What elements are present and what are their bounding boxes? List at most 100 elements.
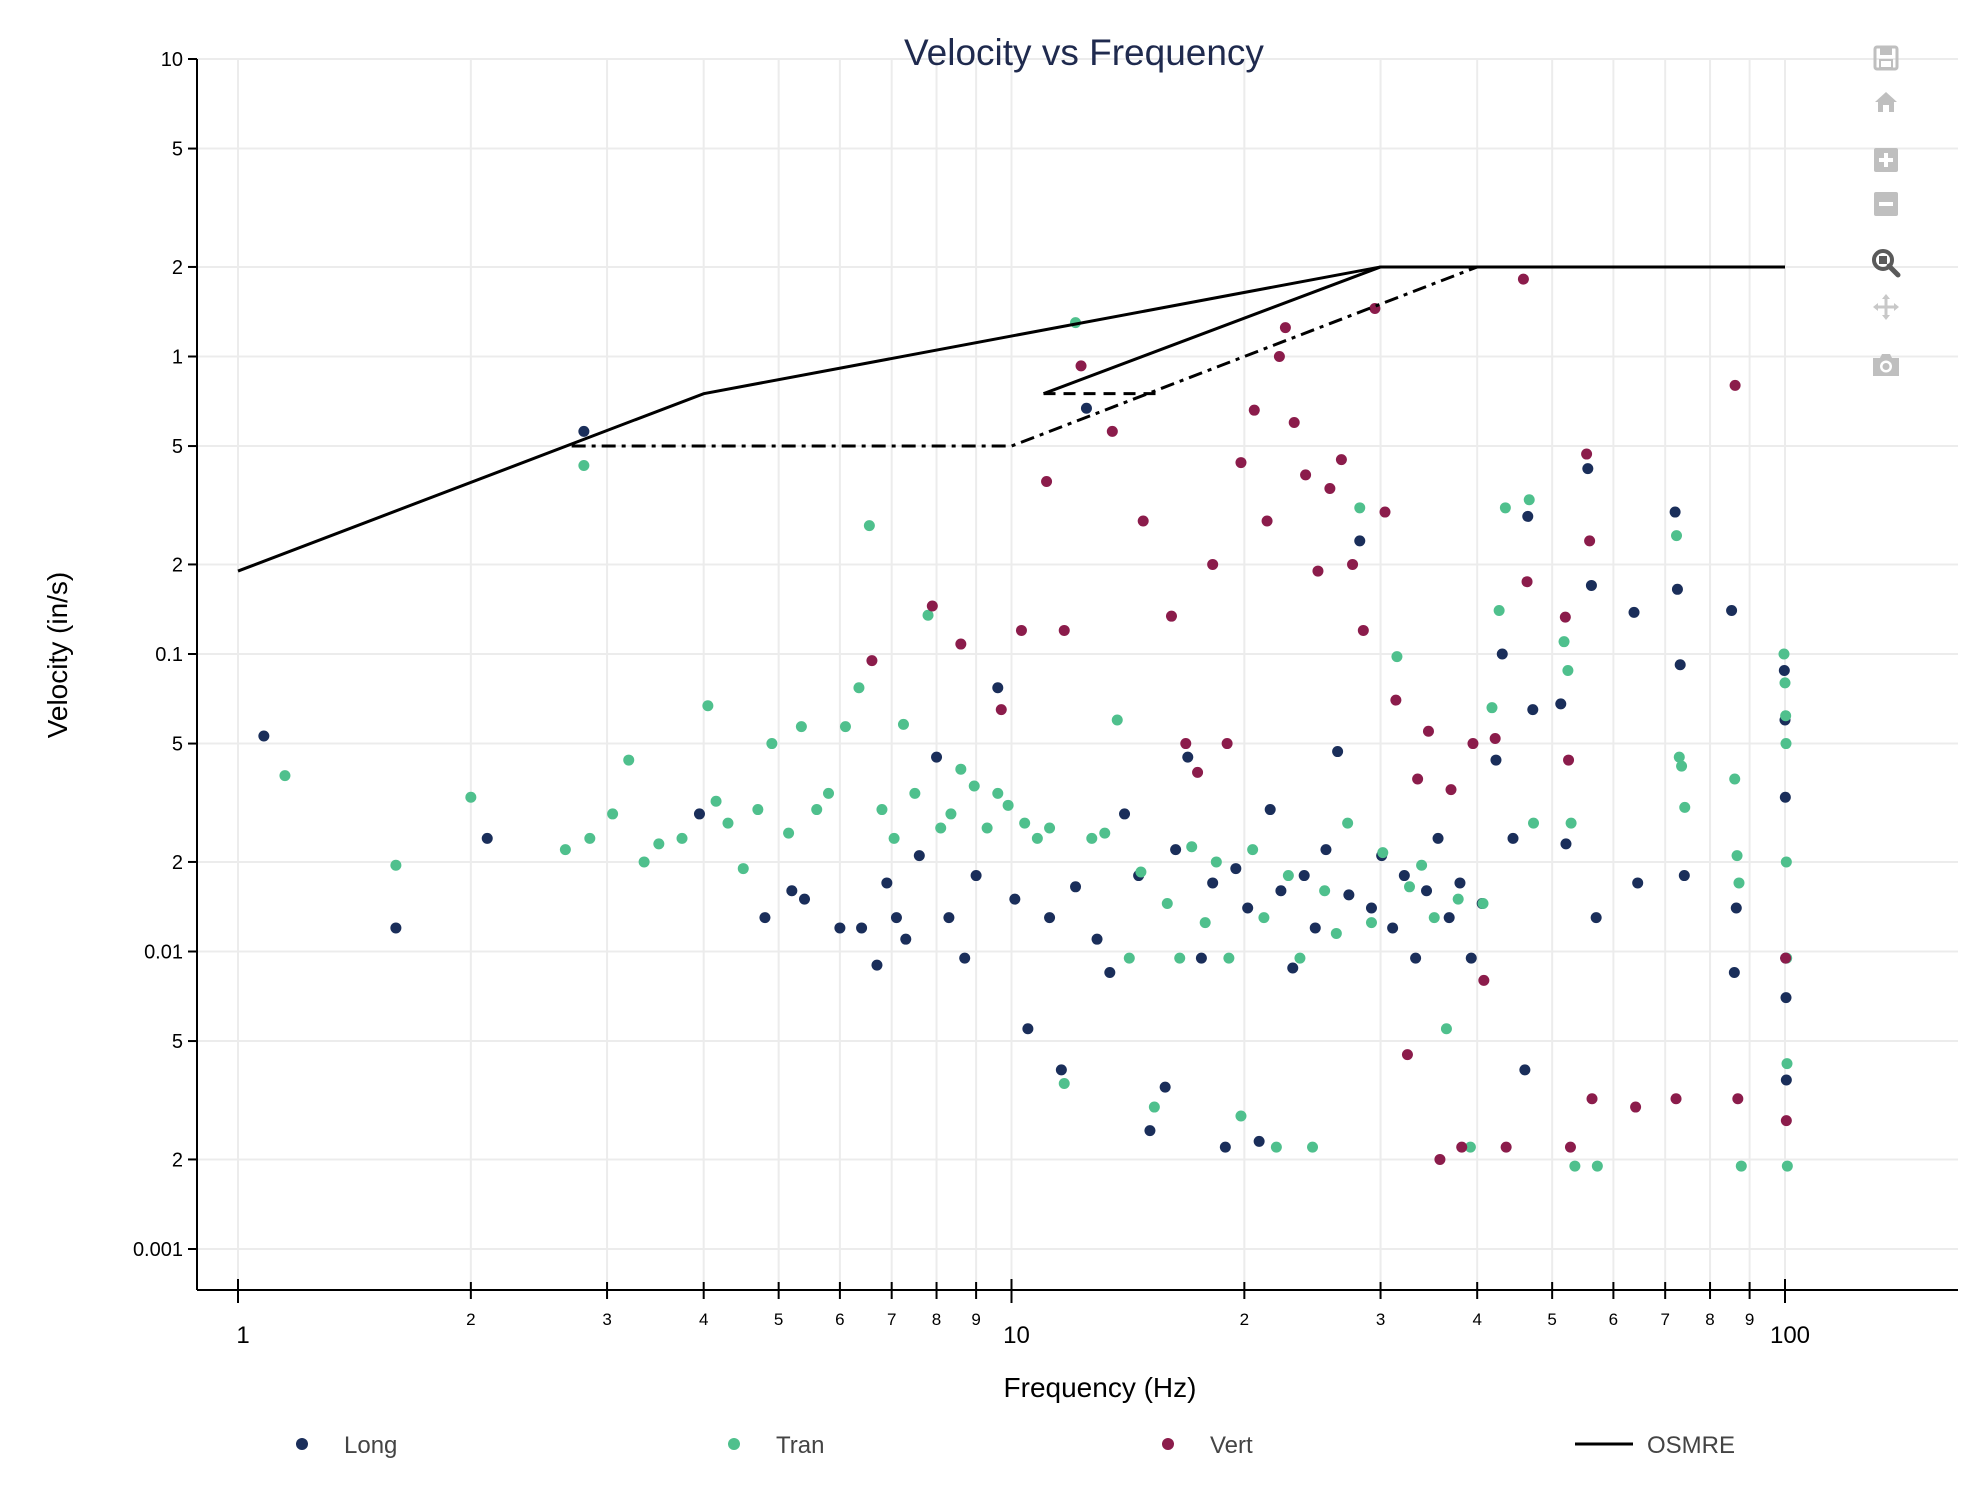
x-tick-label: 10 bbox=[1003, 1322, 1030, 1349]
osmre-line bbox=[237, 265, 1785, 573]
zoom-out-icon[interactable] bbox=[1868, 186, 1904, 222]
data-point bbox=[1075, 360, 1087, 372]
data-point bbox=[1590, 912, 1602, 924]
legend-marker bbox=[1162, 1438, 1174, 1450]
data-point bbox=[1632, 877, 1644, 889]
pan-icon[interactable] bbox=[1868, 289, 1904, 325]
data-point bbox=[1379, 506, 1391, 518]
data-point bbox=[1729, 773, 1741, 785]
data-point bbox=[676, 832, 688, 844]
y-tick-label: 2 bbox=[172, 554, 183, 576]
x-tick-label: 4 bbox=[1472, 1310, 1481, 1329]
legend-label: Vert bbox=[1210, 1432, 1253, 1459]
data-point bbox=[1673, 751, 1685, 763]
data-point bbox=[1235, 457, 1247, 469]
data-point bbox=[811, 804, 823, 816]
data-point bbox=[1123, 952, 1135, 964]
legend-label: Tran bbox=[776, 1432, 824, 1459]
data-point bbox=[1106, 425, 1118, 437]
data-points bbox=[258, 273, 1793, 1172]
data-point bbox=[1223, 952, 1235, 964]
data-point bbox=[1398, 870, 1410, 882]
data-point bbox=[1779, 791, 1791, 803]
data-point bbox=[1002, 799, 1014, 811]
data-point bbox=[1354, 502, 1366, 514]
data-point bbox=[1080, 402, 1092, 414]
download-icon[interactable] bbox=[1868, 40, 1904, 76]
data-point bbox=[1679, 801, 1691, 813]
data-point bbox=[1390, 694, 1402, 706]
data-point bbox=[1332, 746, 1344, 758]
y-tick-label: 2 bbox=[172, 852, 183, 874]
y-tick-label: 2 bbox=[172, 1149, 183, 1171]
data-point bbox=[1467, 738, 1479, 750]
data-point bbox=[1555, 698, 1567, 710]
x-tick-label: 6 bbox=[835, 1310, 844, 1329]
data-point bbox=[1421, 885, 1433, 897]
zoom-icon[interactable] bbox=[1868, 245, 1904, 281]
data-point bbox=[279, 770, 291, 782]
camera-icon[interactable] bbox=[1868, 347, 1904, 383]
data-point bbox=[1669, 506, 1681, 518]
data-point bbox=[935, 822, 947, 834]
y-tick-label: 0.01 bbox=[144, 942, 183, 964]
data-point bbox=[1500, 1141, 1512, 1153]
data-point bbox=[390, 922, 402, 934]
data-point bbox=[955, 763, 967, 775]
x-tick-label: 8 bbox=[932, 1310, 941, 1329]
home-icon[interactable] bbox=[1868, 84, 1904, 120]
data-point bbox=[710, 795, 722, 807]
data-point bbox=[1778, 648, 1790, 660]
data-point bbox=[981, 822, 993, 834]
data-point bbox=[1440, 1023, 1452, 1035]
data-point bbox=[1307, 1141, 1319, 1153]
data-point bbox=[1521, 576, 1533, 588]
data-point bbox=[866, 655, 878, 667]
x-axis-label: Frequency (Hz) bbox=[1004, 1372, 1197, 1403]
data-point bbox=[1279, 322, 1291, 334]
x-tick-label: 5 bbox=[1547, 1310, 1556, 1329]
data-point bbox=[799, 893, 811, 905]
data-point bbox=[1780, 1074, 1792, 1086]
zoom-in-icon[interactable] bbox=[1868, 142, 1904, 178]
data-point bbox=[1527, 704, 1539, 716]
x-tick-label: 5 bbox=[774, 1310, 783, 1329]
data-point bbox=[786, 885, 798, 897]
data-point bbox=[737, 863, 749, 875]
y-tick-label: 1 bbox=[172, 347, 183, 369]
data-point bbox=[1320, 844, 1332, 856]
data-point bbox=[1452, 893, 1464, 905]
data-point bbox=[1781, 1160, 1793, 1172]
data-point bbox=[1733, 877, 1745, 889]
reference-line bbox=[571, 265, 1478, 448]
data-point bbox=[1464, 1141, 1476, 1153]
data-point bbox=[1729, 379, 1741, 391]
data-point bbox=[1422, 725, 1434, 737]
data-point bbox=[1582, 463, 1594, 475]
data-point bbox=[1354, 535, 1366, 547]
data-point bbox=[759, 912, 771, 924]
legend-label: Long bbox=[344, 1432, 397, 1459]
data-point bbox=[1564, 1141, 1576, 1153]
data-point bbox=[1489, 732, 1501, 744]
data-point bbox=[1230, 863, 1242, 875]
data-point bbox=[1058, 1078, 1070, 1089]
data-point bbox=[1180, 738, 1192, 750]
data-point bbox=[1416, 859, 1428, 871]
y-tick-label: 10 bbox=[161, 49, 183, 71]
series-tran bbox=[279, 317, 1793, 1172]
data-point bbox=[795, 721, 807, 733]
data-point bbox=[752, 804, 764, 816]
data-point bbox=[1434, 1153, 1446, 1165]
data-point bbox=[839, 721, 851, 733]
data-point bbox=[1144, 1125, 1156, 1137]
data-point bbox=[1780, 856, 1792, 868]
data-point bbox=[1009, 893, 1021, 905]
legend-item-osmre: OSMRE bbox=[1575, 1432, 1735, 1459]
data-point bbox=[1404, 881, 1416, 893]
data-point bbox=[1099, 827, 1111, 839]
data-point bbox=[1562, 665, 1574, 677]
x-tick-label: 4 bbox=[699, 1310, 708, 1329]
data-point bbox=[465, 791, 477, 803]
